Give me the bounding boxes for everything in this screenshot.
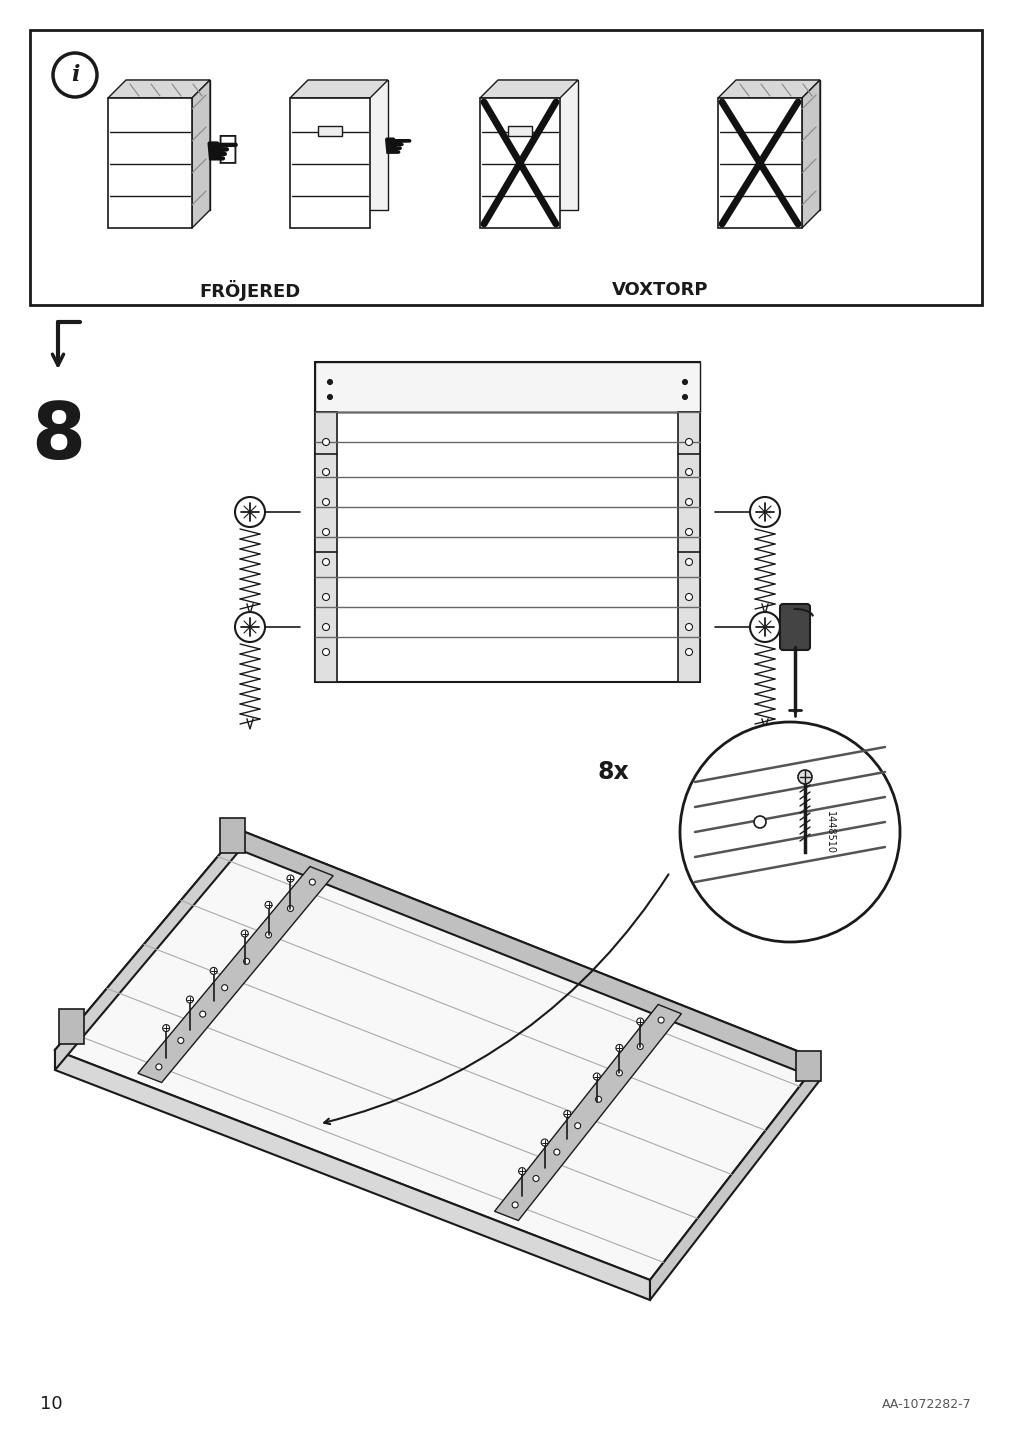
Circle shape xyxy=(328,394,333,400)
Text: AA-1072282-7: AA-1072282-7 xyxy=(882,1398,971,1411)
Bar xyxy=(60,1010,84,1044)
Circle shape xyxy=(323,593,330,600)
Polygon shape xyxy=(735,80,819,211)
Polygon shape xyxy=(126,80,210,211)
Circle shape xyxy=(309,879,315,885)
Circle shape xyxy=(244,958,250,964)
Circle shape xyxy=(323,438,330,445)
Circle shape xyxy=(679,722,899,942)
Circle shape xyxy=(749,611,779,642)
Circle shape xyxy=(574,1123,580,1128)
Polygon shape xyxy=(55,1050,649,1300)
Text: 1448510: 1448510 xyxy=(824,811,834,853)
Circle shape xyxy=(323,623,330,630)
Circle shape xyxy=(636,1018,643,1025)
Circle shape xyxy=(323,498,330,505)
Circle shape xyxy=(684,623,692,630)
Circle shape xyxy=(323,558,330,566)
Circle shape xyxy=(553,1148,559,1156)
Circle shape xyxy=(156,1064,162,1070)
Circle shape xyxy=(323,468,330,475)
Polygon shape xyxy=(479,97,559,228)
Text: ☛: ☛ xyxy=(203,132,241,175)
Circle shape xyxy=(798,770,811,783)
Polygon shape xyxy=(479,80,577,97)
Circle shape xyxy=(541,1138,548,1146)
Circle shape xyxy=(592,1073,600,1080)
Circle shape xyxy=(684,468,692,475)
Circle shape xyxy=(681,379,686,385)
Circle shape xyxy=(287,905,293,912)
Polygon shape xyxy=(497,80,577,211)
Polygon shape xyxy=(240,831,819,1080)
Polygon shape xyxy=(649,1060,819,1300)
Circle shape xyxy=(518,1167,525,1174)
Polygon shape xyxy=(717,97,801,228)
Text: i: i xyxy=(71,64,79,86)
Circle shape xyxy=(235,497,265,527)
Circle shape xyxy=(178,1038,184,1044)
Polygon shape xyxy=(290,97,370,228)
Bar xyxy=(314,362,700,682)
Polygon shape xyxy=(494,1004,680,1220)
Circle shape xyxy=(323,528,330,536)
Circle shape xyxy=(199,1011,205,1017)
Circle shape xyxy=(241,929,248,937)
Circle shape xyxy=(287,875,293,882)
Circle shape xyxy=(637,1044,643,1050)
Circle shape xyxy=(512,1201,518,1209)
Circle shape xyxy=(163,1025,170,1031)
Circle shape xyxy=(265,932,271,938)
Text: 8x: 8x xyxy=(598,760,629,783)
Circle shape xyxy=(533,1176,539,1181)
Polygon shape xyxy=(717,80,819,97)
Circle shape xyxy=(594,1097,601,1103)
Circle shape xyxy=(323,649,330,656)
Bar xyxy=(317,126,342,136)
Polygon shape xyxy=(108,97,192,228)
Circle shape xyxy=(210,968,217,974)
Bar xyxy=(508,126,532,136)
Polygon shape xyxy=(290,80,387,97)
Circle shape xyxy=(684,558,692,566)
Polygon shape xyxy=(192,80,210,228)
Circle shape xyxy=(684,438,692,445)
Circle shape xyxy=(684,593,692,600)
Bar xyxy=(30,30,981,305)
Polygon shape xyxy=(55,831,819,1280)
Circle shape xyxy=(186,997,193,1002)
Circle shape xyxy=(657,1017,663,1022)
Circle shape xyxy=(265,901,272,908)
Circle shape xyxy=(749,497,779,527)
Text: FRÖJERED: FRÖJERED xyxy=(199,279,300,301)
Bar xyxy=(796,1051,821,1081)
Bar xyxy=(220,818,245,852)
Polygon shape xyxy=(801,80,819,228)
Text: 8: 8 xyxy=(31,400,85,475)
Polygon shape xyxy=(307,80,387,211)
Circle shape xyxy=(681,394,686,400)
Polygon shape xyxy=(108,80,210,97)
Bar xyxy=(314,412,337,682)
Text: 10: 10 xyxy=(40,1395,63,1413)
Circle shape xyxy=(616,1070,622,1075)
Circle shape xyxy=(753,816,765,828)
Circle shape xyxy=(235,611,265,642)
Bar xyxy=(314,362,700,412)
Circle shape xyxy=(563,1110,570,1117)
Circle shape xyxy=(616,1044,623,1051)
Text: ✋: ✋ xyxy=(216,132,237,165)
Circle shape xyxy=(328,379,333,385)
Polygon shape xyxy=(55,831,240,1070)
Polygon shape xyxy=(137,866,333,1083)
Circle shape xyxy=(684,498,692,505)
Circle shape xyxy=(684,649,692,656)
Text: VOXTORP: VOXTORP xyxy=(611,281,708,299)
FancyBboxPatch shape xyxy=(779,604,809,650)
Circle shape xyxy=(53,53,97,97)
Text: ☛: ☛ xyxy=(381,130,413,165)
Bar xyxy=(677,412,700,682)
Circle shape xyxy=(684,528,692,536)
Circle shape xyxy=(221,985,227,991)
